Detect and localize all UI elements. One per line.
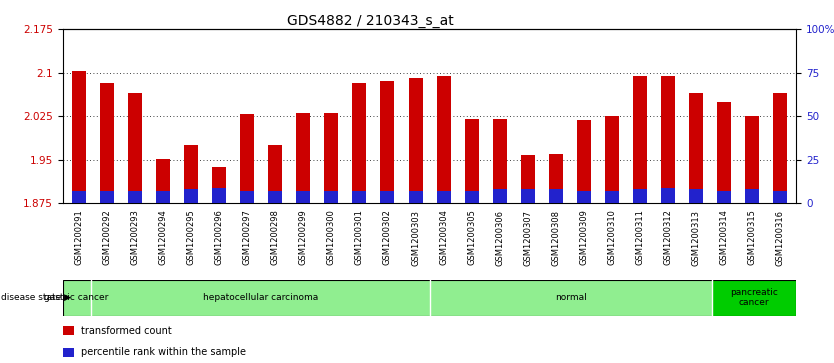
Bar <box>100 83 114 203</box>
Bar <box>269 191 283 203</box>
Bar <box>213 167 226 203</box>
Bar <box>380 81 394 203</box>
Bar <box>157 191 170 203</box>
Bar <box>633 76 646 203</box>
Bar <box>549 189 563 203</box>
Bar <box>63 326 74 335</box>
Bar <box>716 102 731 203</box>
Bar <box>324 113 339 203</box>
Bar <box>73 191 87 203</box>
Bar <box>430 280 711 316</box>
Bar <box>465 119 479 203</box>
Bar <box>436 76 450 203</box>
Bar <box>63 280 91 316</box>
Bar <box>128 93 143 203</box>
Bar <box>493 189 506 203</box>
Text: normal: normal <box>555 293 586 302</box>
Bar <box>465 191 479 203</box>
Bar <box>353 83 366 203</box>
Text: hepatocellular carcinoma: hepatocellular carcinoma <box>203 293 318 302</box>
Text: pancreatic
cancer: pancreatic cancer <box>731 288 778 307</box>
Bar <box>73 71 87 203</box>
Bar <box>716 191 731 203</box>
Bar <box>184 145 198 203</box>
Bar <box>353 191 366 203</box>
Bar <box>213 188 226 203</box>
Bar <box>520 155 535 203</box>
Title: GDS4882 / 210343_s_at: GDS4882 / 210343_s_at <box>288 14 455 28</box>
Bar <box>661 76 675 203</box>
Bar <box>296 191 310 203</box>
Bar <box>633 189 646 203</box>
Bar <box>157 159 170 203</box>
Bar <box>184 189 198 203</box>
Bar <box>409 78 423 203</box>
Bar <box>436 191 450 203</box>
Bar <box>296 113 310 203</box>
Bar <box>772 191 786 203</box>
Bar <box>520 189 535 203</box>
Bar <box>409 191 423 203</box>
Bar <box>661 188 675 203</box>
Bar <box>745 189 759 203</box>
Bar <box>324 191 339 203</box>
Text: disease state ▶: disease state ▶ <box>1 293 71 302</box>
Bar <box>689 189 702 203</box>
Bar <box>380 191 394 203</box>
Bar <box>240 191 254 203</box>
Bar <box>689 93 702 203</box>
Bar <box>576 191 590 203</box>
Bar <box>711 280 796 316</box>
Text: gastric cancer: gastric cancer <box>44 293 109 302</box>
Text: transformed count: transformed count <box>81 326 172 336</box>
Bar <box>605 191 619 203</box>
Bar <box>128 191 143 203</box>
Bar <box>772 93 786 203</box>
Bar <box>240 114 254 203</box>
Bar <box>576 120 590 203</box>
Bar <box>605 116 619 203</box>
Bar <box>493 119 506 203</box>
Bar <box>745 116 759 203</box>
Text: percentile rank within the sample: percentile rank within the sample <box>81 347 246 357</box>
Bar <box>91 280 430 316</box>
Bar <box>63 348 74 356</box>
Bar <box>100 191 114 203</box>
Bar <box>269 145 283 203</box>
Bar <box>549 154 563 203</box>
